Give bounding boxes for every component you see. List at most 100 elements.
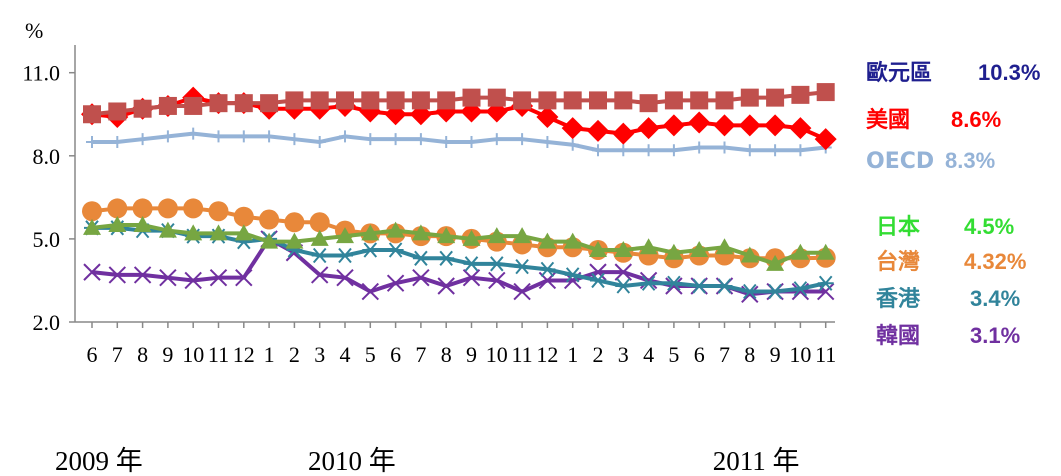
data-point	[208, 201, 229, 222]
data-point	[237, 130, 250, 143]
data-point	[764, 114, 787, 137]
legend-value: 4.5%	[964, 214, 1014, 239]
data-point	[259, 209, 280, 230]
data-point	[817, 275, 834, 291]
data-point	[386, 91, 405, 110]
data-point	[437, 277, 455, 295]
year-label: 2010 年	[308, 446, 396, 476]
data-point	[539, 261, 556, 278]
data-point	[642, 144, 655, 157]
data-point	[462, 88, 481, 107]
data-point	[741, 283, 758, 300]
data-point	[133, 216, 152, 233]
data-point	[513, 282, 531, 301]
data-point	[791, 243, 810, 260]
data-point	[488, 256, 505, 272]
data-point	[791, 85, 810, 104]
x-tick-label: 1	[567, 342, 578, 367]
series-2	[86, 127, 832, 157]
data-point	[665, 277, 683, 295]
legend-name: 韓國	[876, 323, 920, 349]
data-point	[82, 201, 102, 222]
data-point	[766, 254, 785, 271]
x-tick-label: 12	[536, 342, 558, 367]
data-point	[187, 127, 200, 140]
data-point	[336, 227, 354, 244]
data-point	[158, 96, 177, 115]
x-tick-label: 5	[668, 342, 679, 367]
data-point	[361, 91, 380, 110]
data-point	[690, 91, 709, 110]
x-tick-label: 7	[415, 342, 426, 367]
x-tick-label: 2	[593, 342, 604, 367]
data-point	[389, 133, 402, 146]
data-point	[513, 91, 532, 110]
data-point	[587, 119, 609, 142]
x-tick-label: 4	[643, 342, 654, 367]
data-point	[361, 282, 380, 301]
data-point	[184, 224, 203, 241]
data-point	[667, 144, 680, 157]
data-point	[161, 130, 174, 143]
data-point	[487, 227, 506, 244]
data-point	[83, 263, 101, 281]
data-point	[86, 135, 98, 148]
data-point	[590, 272, 606, 289]
data-point	[362, 242, 379, 258]
data-point	[614, 263, 633, 281]
x-tick-label: 9	[162, 342, 173, 367]
plot-area	[81, 83, 837, 304]
data-point	[336, 268, 354, 287]
year-label: 2011 年	[713, 446, 800, 476]
year-label: 2009 年	[55, 446, 143, 476]
data-point	[617, 144, 630, 157]
data-point	[339, 130, 351, 143]
x-tick-label: 1	[264, 342, 275, 367]
data-point	[639, 238, 658, 255]
data-point	[766, 88, 785, 107]
data-point	[612, 122, 635, 145]
data-point	[235, 268, 253, 287]
x-tick-label: 5	[365, 342, 376, 367]
data-point	[536, 106, 559, 129]
x-tick-label: 11	[815, 342, 836, 367]
legend-name: 香港	[876, 287, 921, 312]
data-point	[437, 91, 456, 110]
data-point	[662, 114, 685, 137]
data-point	[740, 246, 759, 263]
data-point	[212, 130, 225, 143]
x-tick-label: 8	[441, 342, 452, 367]
data-point	[108, 266, 127, 284]
data-point	[713, 114, 736, 137]
legend-value: 10.3%	[978, 60, 1040, 85]
data-point	[769, 144, 782, 157]
data-point	[234, 94, 253, 113]
data-point	[792, 281, 809, 297]
data-point	[209, 268, 228, 287]
data-point	[514, 258, 531, 275]
data-point	[233, 206, 254, 227]
x-tick-label: 2	[289, 342, 300, 367]
data-point	[386, 221, 405, 238]
x-tick-label: 7	[112, 342, 123, 367]
x-tick-label: 10	[789, 342, 811, 367]
series-line	[92, 131, 826, 153]
data-point	[715, 238, 734, 255]
data-point	[688, 111, 711, 134]
legend-value: 4.32%	[964, 249, 1026, 274]
data-point	[665, 275, 682, 291]
data-point	[541, 135, 554, 148]
data-point	[309, 212, 330, 233]
series-0	[83, 83, 835, 124]
x-tick-label: 9	[770, 342, 781, 367]
legend-name: 歐元區	[866, 60, 932, 86]
data-point	[814, 128, 837, 151]
data-point	[462, 268, 481, 287]
x-tick-label: 8	[137, 342, 148, 367]
data-point	[310, 229, 329, 246]
data-point	[465, 135, 478, 148]
data-point	[740, 88, 759, 107]
data-point	[412, 250, 429, 266]
x-tick-label: 3	[618, 342, 629, 367]
